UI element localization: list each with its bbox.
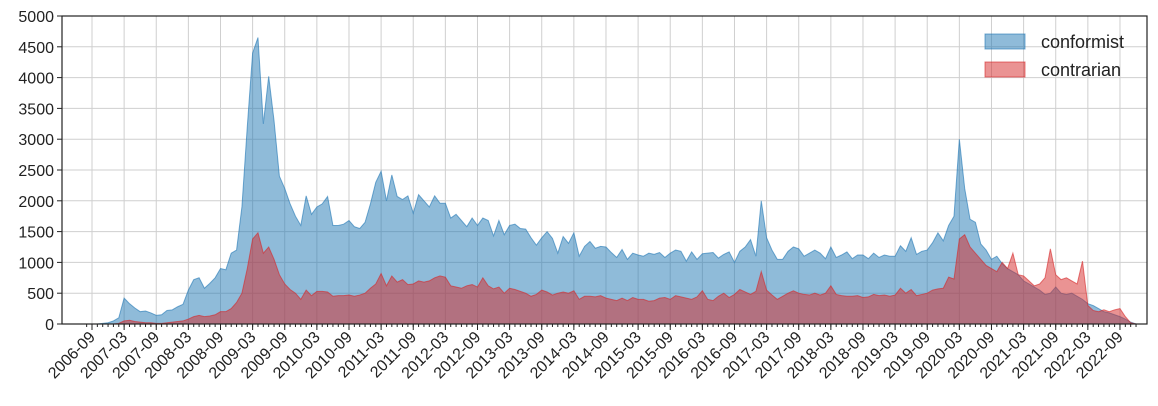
legend-swatch (984, 61, 1026, 78)
y-tick-label: 3500 (18, 101, 54, 118)
y-tick-label: 500 (27, 286, 54, 303)
area (86, 37, 1137, 325)
y-tick-label: 3000 (18, 132, 54, 149)
area (86, 231, 1137, 325)
legend-label: conformist (1041, 32, 1124, 52)
y-tick-label: 2500 (18, 163, 54, 180)
legend-swatch (984, 33, 1026, 50)
y-tick-label: 4000 (18, 71, 54, 88)
legend-label: contrarian (1041, 60, 1121, 80)
y-tick-label: 5000 (18, 9, 54, 26)
y-tick-label: 0 (45, 317, 54, 334)
y-tick-label: 1000 (18, 255, 54, 272)
plot-frame (61, 15, 1148, 325)
y-tick-label: 2000 (18, 194, 54, 211)
y-tick-label: 1500 (18, 225, 54, 242)
legend: conformist contrarian (984, 32, 1124, 80)
y-tick-label: 4500 (18, 40, 54, 57)
